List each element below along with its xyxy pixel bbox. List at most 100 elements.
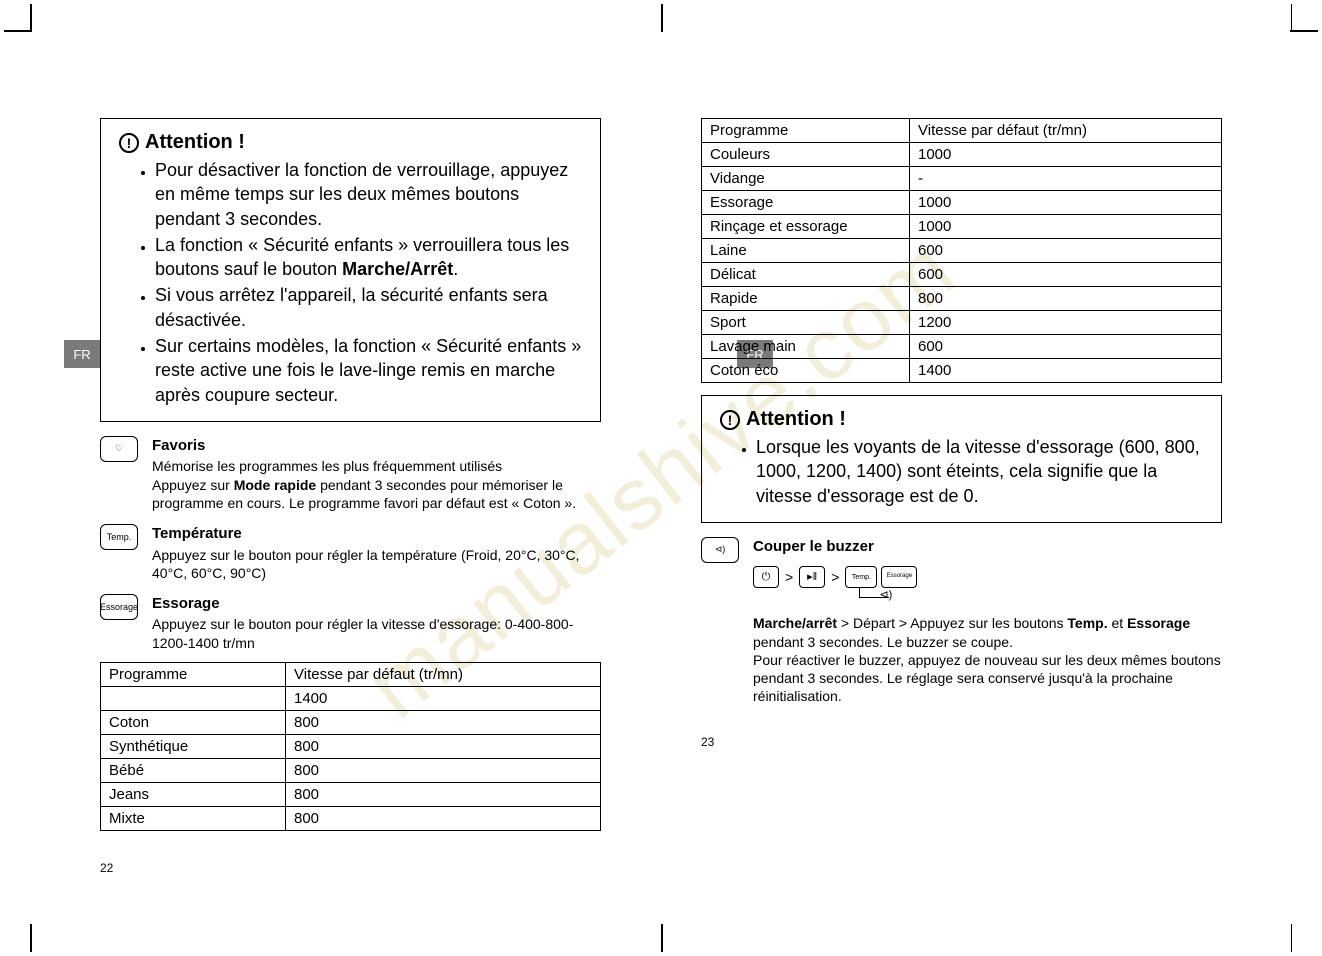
feature-text: TempératureAppuyez sur le bouton pour ré…	[152, 524, 601, 582]
table-cell	[101, 686, 286, 710]
table-cell: 800	[910, 287, 1222, 311]
attention-bullet: Sur certains modèles, la fonction « Sécu…	[155, 334, 582, 407]
feature-body: Appuyez sur le bouton pour régler la vit…	[152, 615, 601, 651]
table-cell: Vidange	[702, 167, 910, 191]
table-row: Délicat600	[702, 263, 1222, 287]
table-cell: Laine	[702, 239, 910, 263]
table-cell: 800	[286, 782, 601, 806]
temp-icon: Temp.	[845, 566, 877, 588]
warning-icon: !	[720, 410, 740, 430]
crop-mark	[661, 924, 663, 952]
page-wrap: manualshive.com FR ! Attention ! Pour dé…	[0, 0, 1322, 956]
feature-icon: ♡	[100, 436, 138, 462]
table-cell: Mixte	[101, 806, 286, 830]
table-cell: 800	[286, 734, 601, 758]
table-row: Mixte800	[101, 806, 601, 830]
table-cell: 1000	[910, 143, 1222, 167]
feature-body: Appuyez sur le bouton pour régler la tem…	[152, 546, 601, 582]
attention-title: Attention !	[746, 408, 846, 431]
table-cell: 800	[286, 758, 601, 782]
buzzer-title: Couper le buzzer	[753, 537, 1222, 557]
feature-icon: Temp.	[100, 524, 138, 550]
attention-list: Lorsque les voyants de la vitesse d'esso…	[720, 435, 1203, 508]
table-row: Laine600	[702, 239, 1222, 263]
table-cell: 1400	[286, 686, 601, 710]
buzzer-section: ⊲) Couper le buzzer ⏻ > ▸ǁ > Temp. Essor…	[701, 537, 1222, 705]
chevron-icon: >	[831, 568, 839, 586]
table-cell: Essorage	[702, 191, 910, 215]
table-cell: -	[910, 167, 1222, 191]
table-cell: Lavage main	[702, 335, 910, 359]
table-row: 1400	[101, 686, 601, 710]
attention-box-left: ! Attention ! Pour désactiver la fonctio…	[100, 118, 601, 422]
attention-bullet: Lorsque les voyants de la vitesse d'esso…	[756, 435, 1203, 508]
table-cell: Rapide	[702, 287, 910, 311]
table-row: Sport1200	[702, 311, 1222, 335]
page-number: 23	[701, 735, 1222, 749]
table-cell: 1000	[910, 191, 1222, 215]
feature-row: ♡ FavorisMémorise les programmes les plus…	[100, 436, 601, 512]
table-cell: Coton	[101, 710, 286, 734]
table-header: Vitesse par défaut (tr/mn)	[910, 119, 1222, 143]
table-cell: Jeans	[101, 782, 286, 806]
table-header: Programme	[101, 662, 286, 686]
table-row: Synthétique800	[101, 734, 601, 758]
table-row: Lavage main600	[702, 335, 1222, 359]
right-page: FR Programme Vitesse par défaut (tr/mn) …	[661, 30, 1292, 906]
feature-text: EssorageAppuyez sur le bouton pour régle…	[152, 594, 601, 652]
attention-header: ! Attention !	[119, 131, 582, 154]
table-row: Rinçage et essorage1000	[702, 215, 1222, 239]
spin-table-right: Programme Vitesse par défaut (tr/mn) Cou…	[701, 118, 1222, 383]
spin-icon: Essorage	[881, 566, 917, 588]
warning-icon: !	[119, 133, 139, 153]
table-header: Programme	[702, 119, 910, 143]
table-row: Vidange-	[702, 167, 1222, 191]
crop-mark	[1290, 30, 1318, 32]
table-cell: Coton éco	[702, 359, 910, 383]
table-cell: 600	[910, 335, 1222, 359]
table-cell: 1200	[910, 311, 1222, 335]
table-cell: Bébé	[101, 758, 286, 782]
attention-bullet: Pour désactiver la fonction de verrouill…	[155, 158, 582, 231]
table-row: Coton800	[101, 710, 601, 734]
crop-mark	[4, 30, 32, 32]
crop-mark	[1291, 4, 1293, 32]
feature-text: FavorisMémorise les programmes les plus …	[152, 436, 601, 512]
attention-bullet: La fonction « Sécurité enfants » verroui…	[155, 233, 582, 282]
feature-icon: Essorage	[100, 594, 138, 620]
attention-header: ! Attention !	[720, 408, 1203, 431]
power-icon: ⏻	[753, 566, 779, 588]
spin-table-left: Programme Vitesse par défaut (tr/mn) 140…	[100, 662, 601, 831]
feature-title: Essorage	[152, 594, 601, 614]
feature-body: Mémorise les programmes les plus fréquem…	[152, 457, 601, 512]
button-pair: Temp. Essorage ⊲)	[845, 566, 917, 588]
crop-mark	[30, 924, 32, 952]
buzzer-steps: ⏻ > ▸ǁ > Temp. Essorage ⊲)	[753, 566, 1222, 588]
buzzer-body: Marche/arrêt > Départ > Appuyez sur les …	[753, 614, 1222, 705]
attention-title: Attention !	[145, 131, 245, 154]
attention-bullet: Si vous arrêtez l'appareil, la sécurité …	[155, 283, 582, 332]
play-icon: ▸ǁ	[799, 566, 825, 588]
table-cell: 800	[286, 806, 601, 830]
table-row: Bébé800	[101, 758, 601, 782]
table-cell: 600	[910, 263, 1222, 287]
table-row: Essorage1000	[702, 191, 1222, 215]
table-cell: Couleurs	[702, 143, 910, 167]
lang-tab-left: FR	[64, 340, 100, 368]
attention-box-right: ! Attention ! Lorsque les voyants de la …	[701, 395, 1222, 523]
table-cell: Délicat	[702, 263, 910, 287]
speaker-icon: ⊲)	[701, 537, 739, 563]
table-cell: Synthétique	[101, 734, 286, 758]
table-cell: 1400	[910, 359, 1222, 383]
crop-mark	[1291, 924, 1293, 952]
table-cell: 800	[286, 710, 601, 734]
spread: FR ! Attention ! Pour désactiver la fonc…	[30, 30, 1292, 906]
crop-mark	[661, 4, 663, 32]
crop-mark	[30, 4, 32, 32]
left-page: FR ! Attention ! Pour désactiver la fonc…	[30, 30, 661, 906]
table-header: Vitesse par défaut (tr/mn)	[286, 662, 601, 686]
feature-row: EssorageEssorageAppuyez sur le bouton po…	[100, 594, 601, 652]
feature-title: Température	[152, 524, 601, 544]
attention-list: Pour désactiver la fonction de verrouill…	[119, 158, 582, 407]
table-row: Couleurs1000	[702, 143, 1222, 167]
